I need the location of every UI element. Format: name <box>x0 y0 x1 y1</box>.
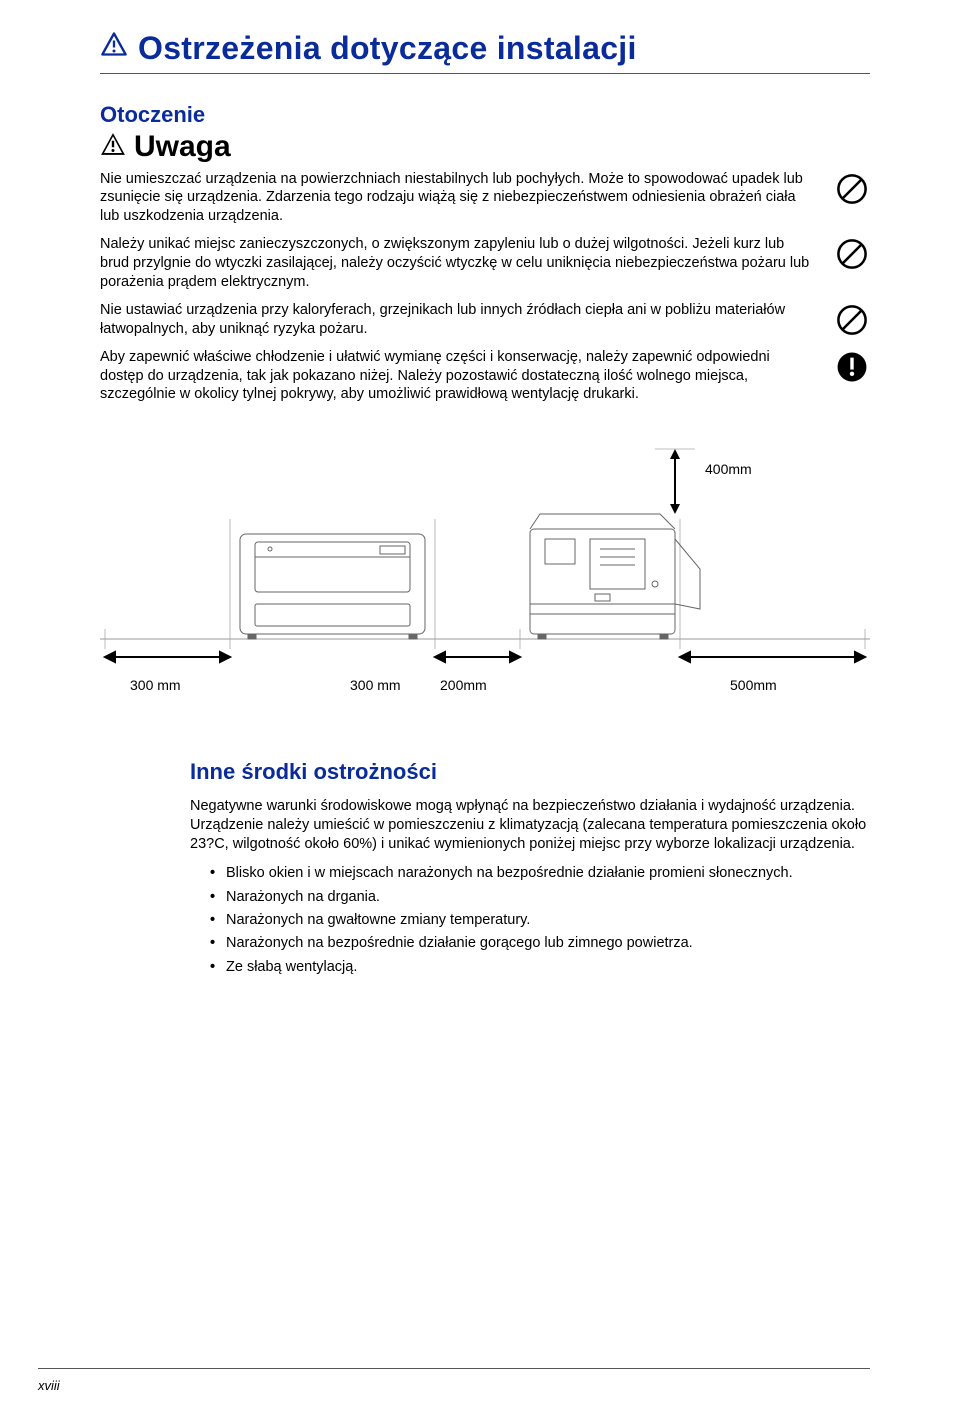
list-item: Narażonych na bezpośrednie działanie gor… <box>210 933 870 953</box>
warning-text: Należy unikać miejsc zanieczyszczonych, … <box>100 235 816 291</box>
bullet-list: Blisko okien i w miejscach narażonych na… <box>190 863 870 976</box>
list-item: Blisko okien i w miejscach narażonych na… <box>210 863 870 883</box>
main-title: Ostrzeżenia dotyczące instalacji <box>100 30 870 67</box>
prohibit-icon <box>834 170 870 226</box>
list-item: Ze słabą wentylacją. <box>210 957 870 977</box>
list-item: Narażonych na drgania. <box>210 887 870 907</box>
caution-label: Uwaga <box>134 130 231 164</box>
main-title-text: Ostrzeżenia dotyczące instalacji <box>138 30 637 67</box>
clearance-mid: 300 mm <box>350 677 401 693</box>
prohibit-icon <box>834 301 870 338</box>
warning-item: Nie umieszczać urządzenia na powierzchni… <box>100 170 870 226</box>
clearance-top: 400mm <box>705 461 752 477</box>
warning-item: Nie ustawiać urządzenia przy kaloryferac… <box>100 301 870 338</box>
clearance-gap: 200mm <box>440 677 487 693</box>
subsection-title: Otoczenie <box>100 102 870 128</box>
mandatory-icon <box>834 348 870 404</box>
warning-triangle-icon <box>100 30 128 58</box>
warning-item: Aby zapewnić właściwe chłodzenie i ułatw… <box>100 348 870 404</box>
section2-title: Inne środki ostrożności <box>190 759 870 785</box>
clearance-diagram: 400mm 300 mm 300 mm 200mm 500mm <box>100 439 870 719</box>
warning-text: Nie umieszczać urządzenia na powierzchni… <box>100 170 816 226</box>
clearance-right: 500mm <box>730 677 777 693</box>
other-precautions-section: Inne środki ostrożności Negatywne warunk… <box>190 759 870 977</box>
section2-text: Negatywne warunki środowiskowe mogą wpły… <box>190 797 870 854</box>
warning-triangle-icon <box>100 131 126 162</box>
prohibit-icon <box>834 235 870 291</box>
warning-text: Aby zapewnić właściwe chłodzenie i ułatw… <box>100 348 816 404</box>
page-number: xviii <box>38 1378 60 1393</box>
clearance-left: 300 mm <box>130 677 181 693</box>
footer-divider <box>38 1368 870 1369</box>
warning-text: Nie ustawiać urządzenia przy kaloryferac… <box>100 301 816 338</box>
warning-item: Należy unikać miejsc zanieczyszczonych, … <box>100 235 870 291</box>
caution-header: Uwaga <box>100 130 870 164</box>
title-divider <box>100 73 870 74</box>
list-item: Narażonych na gwałtowne zmiany temperatu… <box>210 910 870 930</box>
